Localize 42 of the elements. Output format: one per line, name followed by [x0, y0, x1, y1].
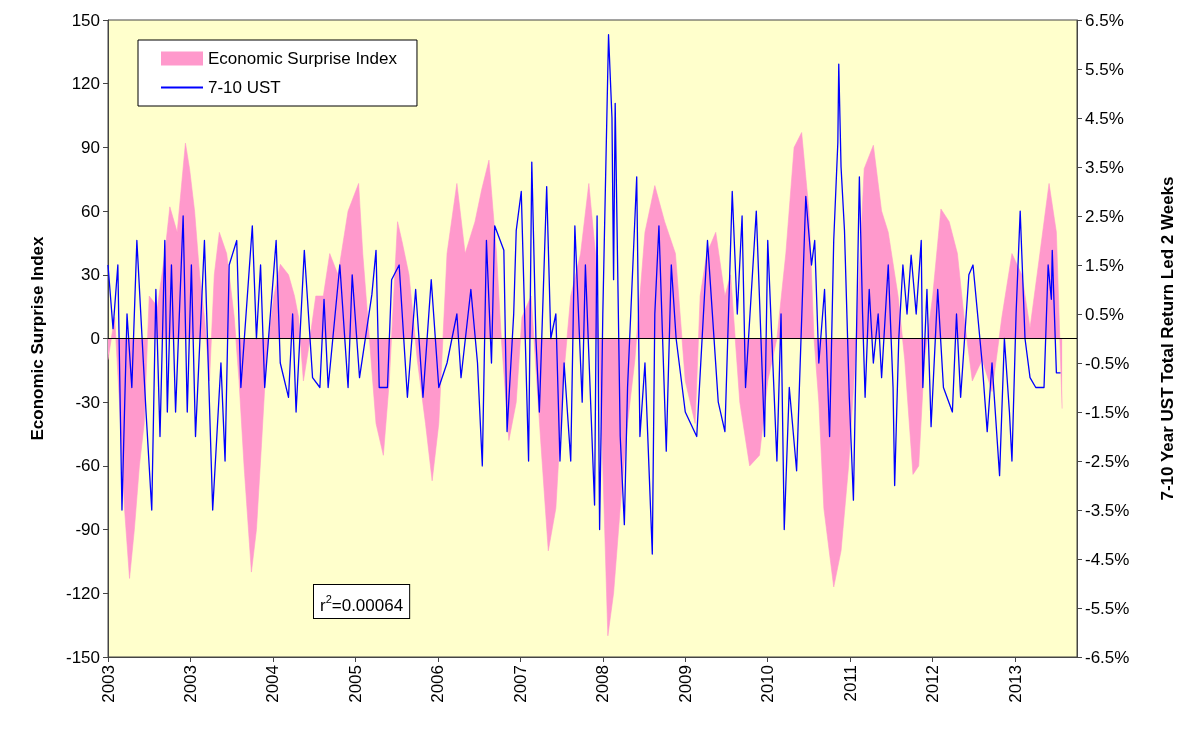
y2-tick-label: 1.5%	[1085, 255, 1124, 275]
y2-tick-label: 4.5%	[1085, 108, 1124, 128]
y2-axis-title: 7-10 Year UST Total Return Led 2 Weeks	[1158, 176, 1177, 501]
y2-tick-label: -0.5%	[1085, 353, 1130, 373]
y-tick-label: -30	[75, 392, 100, 412]
y-tick-label: -60	[75, 456, 100, 476]
x-tick-label: 2003	[98, 665, 118, 703]
legend-label: Economic Surprise Index	[208, 49, 398, 68]
y-tick-label: 90	[81, 137, 100, 157]
x-tick-label: 2003	[180, 665, 200, 703]
y-tick-label: 120	[71, 74, 100, 94]
x-tick-label: 2008	[593, 665, 613, 703]
y2-tick-label: 0.5%	[1085, 304, 1124, 324]
legend-label: 7-10 UST	[208, 78, 281, 97]
x-tick-label: 2013	[1005, 665, 1025, 703]
x-tick-label: 2004	[263, 665, 283, 703]
y2-tick-label: -6.5%	[1085, 647, 1130, 667]
x-tick-label: 2009	[675, 665, 695, 703]
y2-tick-label: 3.5%	[1085, 157, 1124, 177]
y-tick-label: -90	[75, 520, 100, 540]
y-tick-label: 0	[90, 329, 100, 348]
y2-tick-label: 5.5%	[1085, 59, 1124, 79]
y-tick-label: 150	[71, 10, 100, 30]
y-tick-label: 30	[81, 265, 100, 285]
y2-tick-label: -2.5%	[1085, 451, 1130, 471]
line-series	[107, 34, 1062, 555]
y-tick-label: -150	[65, 647, 100, 667]
x-tick-label: 2006	[428, 665, 448, 703]
x-tick-label: 2012	[923, 665, 943, 703]
y2-tick-label: -4.5%	[1085, 549, 1130, 569]
y2-tick-label: 6.5%	[1085, 10, 1124, 30]
y-axis-title: Economic Surprise Index	[28, 235, 47, 441]
y2-tick-label: -1.5%	[1085, 402, 1130, 422]
x-tick-label: 2010	[758, 665, 778, 703]
x-tick-label: 2005	[345, 665, 365, 703]
y2-tick-label: 2.5%	[1085, 206, 1124, 226]
y-tick-label: -120	[65, 583, 100, 603]
y2-tick-label: -3.5%	[1085, 500, 1130, 520]
x-tick-label: 2011	[840, 665, 860, 702]
y-tick-label: 60	[81, 201, 100, 221]
x-tick-label: 2007	[510, 665, 530, 703]
y2-tick-label: -5.5%	[1085, 598, 1130, 618]
